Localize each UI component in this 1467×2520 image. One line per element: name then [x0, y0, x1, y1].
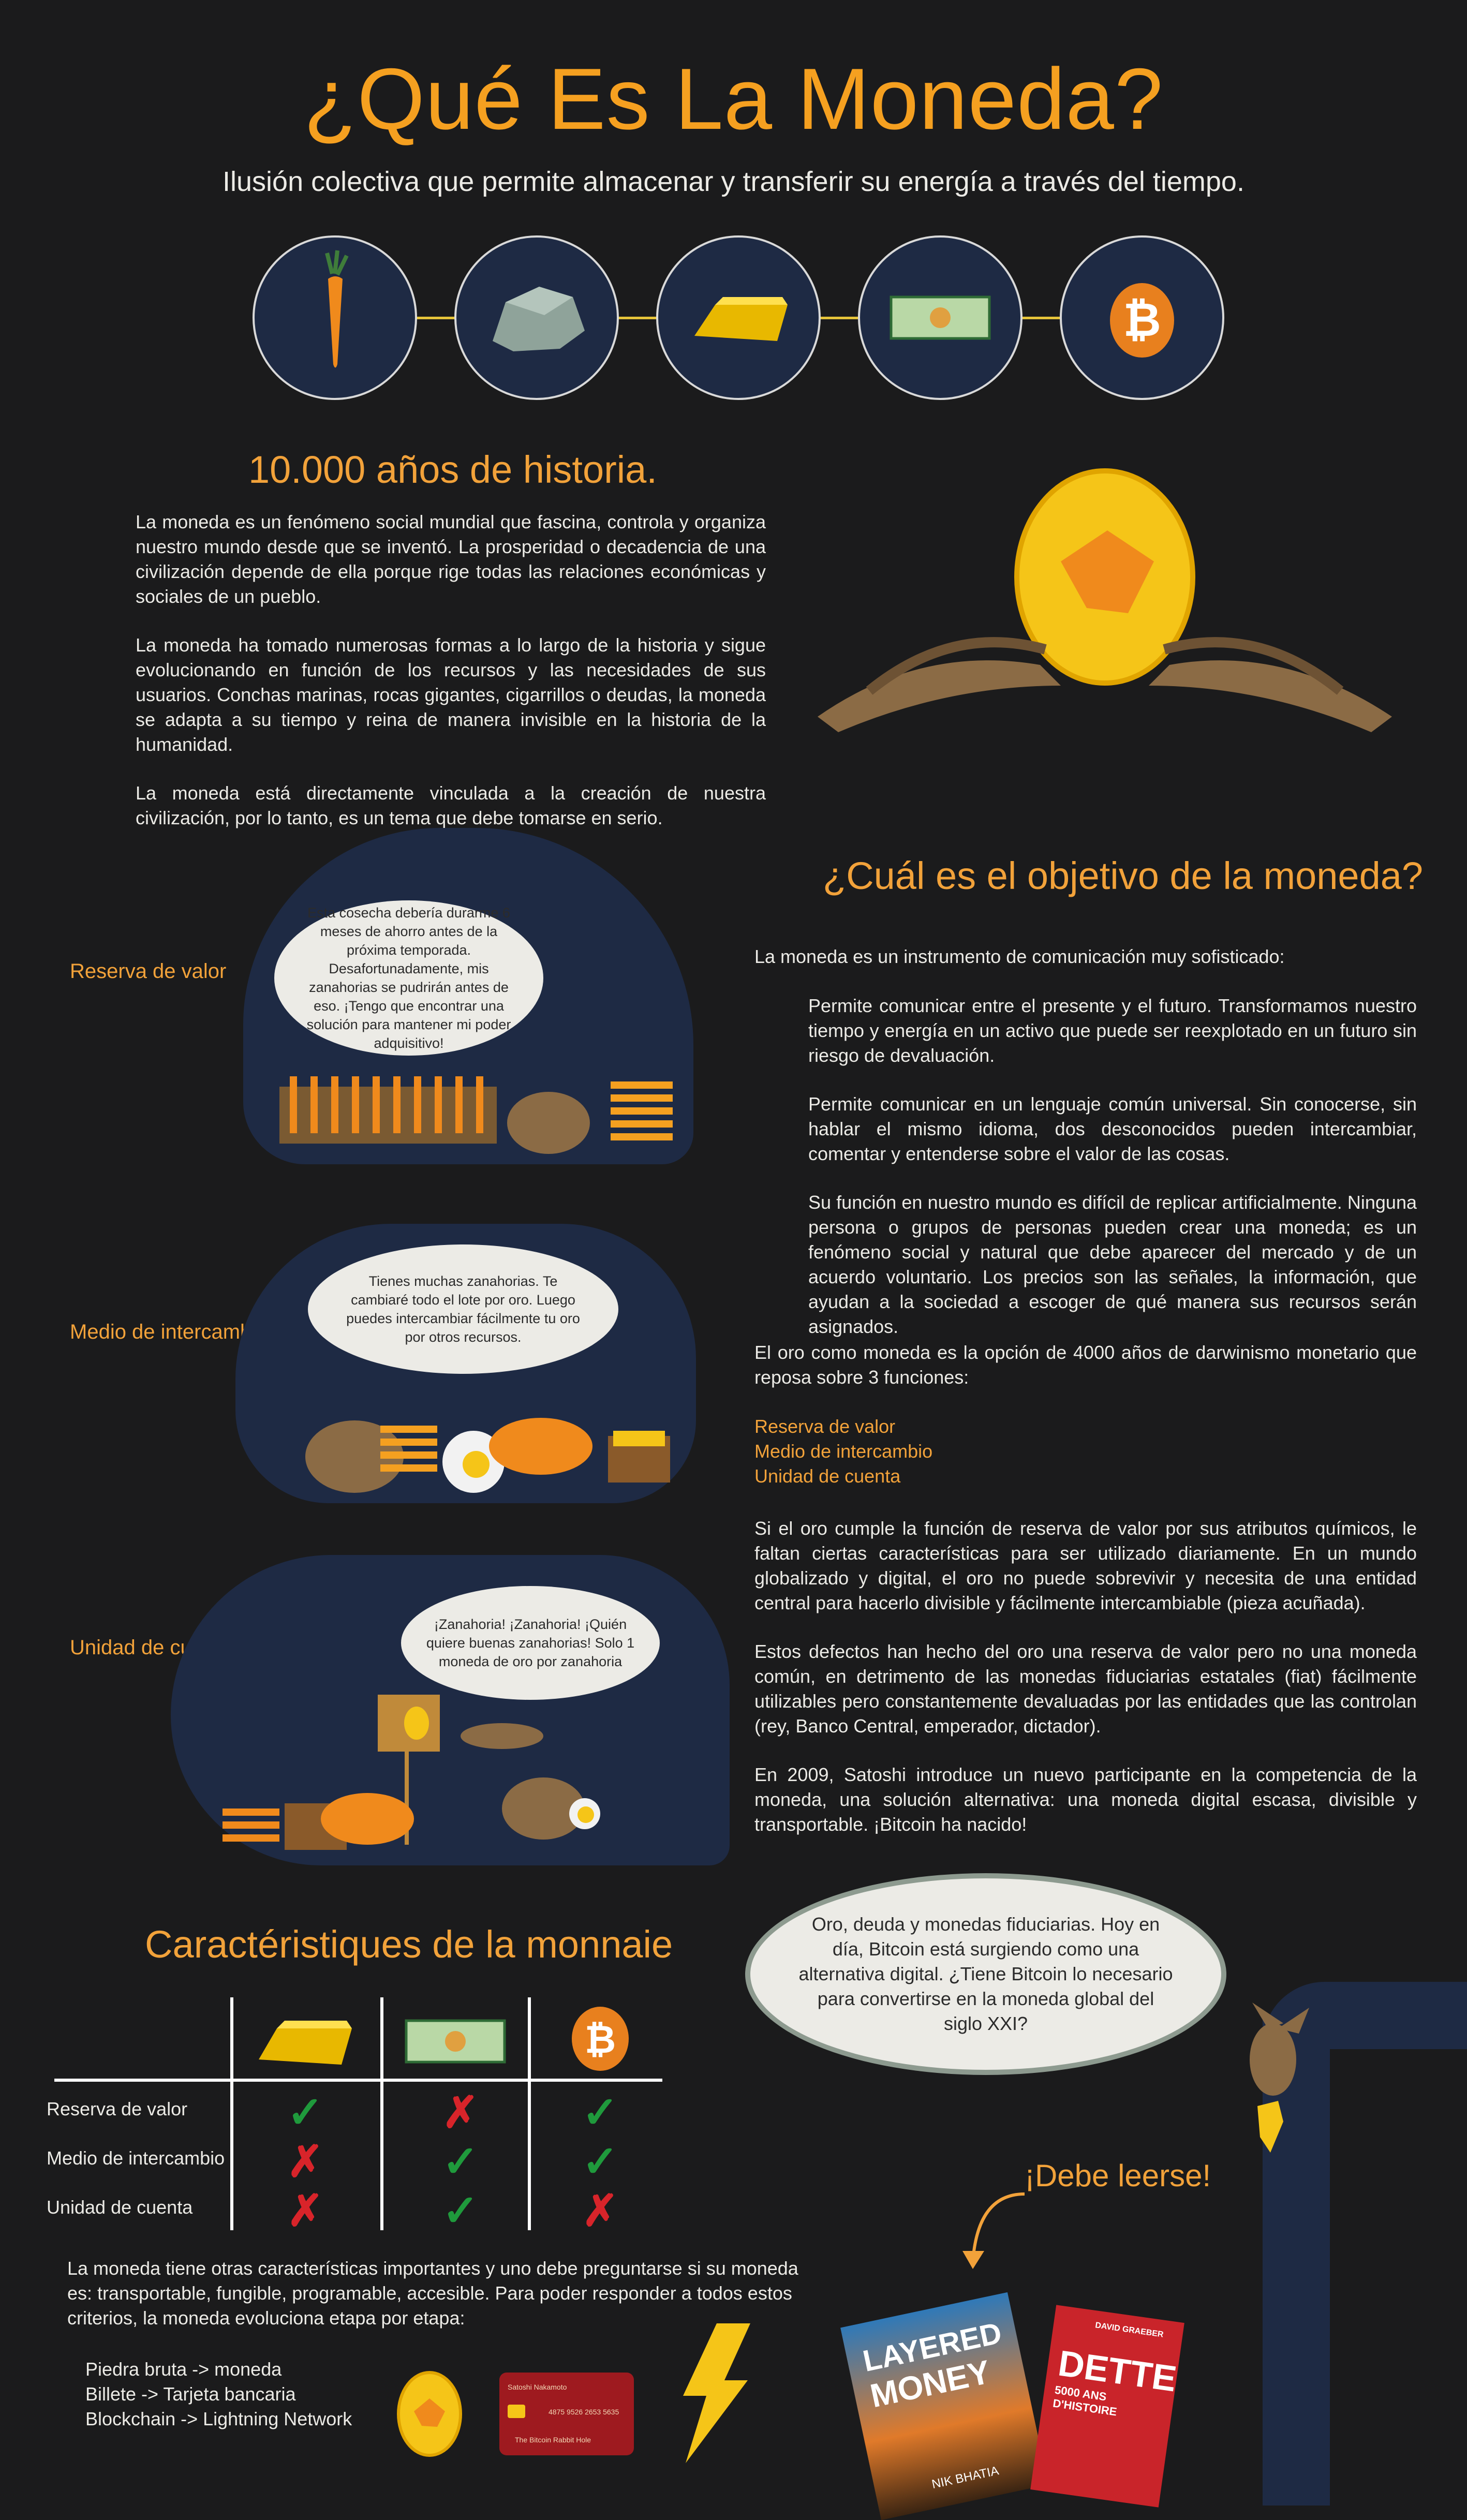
carrot-field-illustration — [279, 1076, 673, 1154]
functions-list: Reserva de valor Medio de intercambio Un… — [754, 1414, 1417, 1489]
market-illustration — [223, 1695, 600, 1850]
timeline-gold — [656, 235, 821, 400]
banknote-icon — [405, 2019, 506, 2064]
objective-point: Su función en nuestro mundo es difícil d… — [808, 1192, 1417, 1337]
card-footer: The Bitcoin Rabbit Hole — [515, 2436, 591, 2444]
bottom-intro: La moneda tiene otras características im… — [67, 2258, 798, 2329]
speech-bubble: Esta cosecha debería durarme 6 meses de … — [274, 900, 543, 1056]
function-item: Medio de intercambio — [754, 1441, 933, 1462]
table-row-label: Unidad de cuenta — [47, 2197, 193, 2218]
table-h-line — [54, 2079, 662, 2082]
timeline-rock — [454, 235, 619, 400]
objective-points: Permite comunicar entre el presente y el… — [808, 994, 1417, 1363]
check-icon: ✓ — [287, 2088, 324, 2137]
banknote-icon — [890, 295, 991, 340]
scene-label-store-of-value: Reserva de valor — [70, 960, 227, 983]
table-v-line — [528, 1997, 531, 2230]
timeline-bitcoin: ₿ — [1060, 235, 1224, 400]
scene-medium-of-exchange: Tienes muchas zanahorias. Te cambiaré to… — [235, 1224, 696, 1503]
table-v-line — [380, 1997, 383, 2230]
gold-text: El oro como moneda es la opción de 4000 … — [754, 1342, 1417, 1388]
timeline-banknote — [858, 235, 1023, 400]
svg-text:₿: ₿ — [585, 2018, 616, 2062]
rabbit-hole-pipe — [1263, 2018, 1330, 2506]
function-item: Unidad de cuenta — [754, 1465, 901, 1487]
scene-label-medium-of-exchange: Medio de intercambio — [70, 1321, 268, 1343]
speech-bubble: ¡Zanahoria! ¡Zanahoria! ¡Quién quiere bu… — [401, 1586, 660, 1700]
reading-heading: ¡Debe leerse! — [1025, 2158, 1211, 2193]
card-holder: Satoshi Nakamoto — [508, 2383, 567, 2391]
gold-bar-icon — [259, 2021, 352, 2065]
timeline: ₿ — [253, 235, 1225, 401]
check-icon: ✓ — [442, 2186, 479, 2235]
evolution-steps: Piedra bruta -> moneda Billete -> Tarjet… — [85, 2357, 352, 2432]
cross-icon: ✗ — [287, 2137, 324, 2186]
check-icon: ✓ — [442, 2137, 479, 2186]
final-speech-bubble: Oro, deuda y monedas fiduciarias. Hoy en… — [745, 1873, 1226, 2075]
closing-paragraph: En 2009, Satoshi introduce un nuevo part… — [754, 1764, 1417, 1835]
check-icon: ✓ — [582, 2137, 619, 2186]
svg-text:₿: ₿ — [1123, 293, 1161, 347]
table-row-label: Reserva de valor — [47, 2098, 188, 2119]
cross-icon: ✗ — [442, 2088, 479, 2137]
book-layered-money: LAYERED MONEY NIK BHATIA — [840, 2292, 1048, 2520]
evolution-step: Billete -> Tarjeta bancaria — [85, 2383, 296, 2405]
speech-bubble: Tienes muchas zanahorias. Te cambiaré to… — [308, 1244, 618, 1374]
cross-icon: ✗ — [287, 2186, 324, 2235]
book-author: NIK BHATIA — [930, 2464, 1000, 2492]
bitcoin-icon: ₿ — [572, 2007, 629, 2071]
characteristics-table: ₿ Reserva de valor Medio de intercambio … — [41, 1997, 673, 2235]
trade-illustration — [305, 1418, 670, 1493]
rabbit-with-coin-illustration — [1250, 2003, 1309, 2153]
scene-store-of-value: Esta cosecha debería durarme 6 meses de … — [243, 828, 693, 1164]
table-v-line — [230, 1997, 233, 2230]
gold-bar-icon — [694, 297, 788, 341]
rock-icon — [493, 287, 585, 351]
objective-point: Permite comunicar en un lenguaje común u… — [808, 1093, 1417, 1164]
evolution-step: Piedra bruta -> moneda — [85, 2359, 282, 2380]
objective-heading: ¿Cuál es el objetivo de la moneda? — [823, 854, 1424, 897]
timeline-carrot — [253, 235, 417, 400]
rabbits-coin-illustration — [818, 468, 1392, 732]
check-icon: ✓ — [582, 2088, 619, 2137]
carrot-icon — [325, 250, 349, 368]
card-chip — [508, 2405, 525, 2418]
history-text: La moneda es un fenómeno social mundial … — [136, 510, 766, 854]
history-paragraph: La moneda es un fenómeno social mundial … — [136, 511, 766, 607]
closing-text: Si el oro cumple la función de reserva d… — [754, 1516, 1417, 1861]
objective-intro: La moneda es un instrumento de comunicac… — [754, 946, 1285, 967]
closing-paragraph: Estos defectos han hecho del oro una res… — [754, 1641, 1417, 1737]
objective-point: Permite comunicar entre el presente y el… — [808, 995, 1417, 1066]
page-title: ¿Qué Es La Moneda? — [303, 50, 1164, 147]
card-number: 4875 9526 2653 5635 — [549, 2408, 619, 2416]
evolution-step: Blockchain -> Lightning Network — [85, 2408, 352, 2429]
bank-card: Satoshi Nakamoto 4875 9526 2653 5635 The… — [499, 2373, 634, 2455]
closing-paragraph: Si el oro cumple la función de reserva d… — [754, 1518, 1417, 1613]
history-paragraph: La moneda ha tomado numerosas formas a l… — [136, 634, 766, 755]
book-author: DAVID GRAEBER — [1094, 2321, 1164, 2339]
characteristics-heading: Caractéristiques de la monnaie — [145, 1923, 673, 1966]
table-row-label: Medio de intercambio — [47, 2147, 225, 2169]
history-heading: 10.000 años de historia. — [248, 448, 657, 491]
cross-icon: ✗ — [582, 2186, 619, 2235]
book-dette: DAVID GRAEBER DETTE 5000 ANS D'HISTOIRE — [1030, 2305, 1184, 2508]
history-paragraph: La moneda está directamente vinculada a … — [136, 782, 766, 828]
arrow-icon — [962, 2192, 1025, 2269]
lightning-icon — [683, 2323, 750, 2463]
bitcoin-icon: ₿ — [1110, 283, 1174, 358]
function-item: Reserva de valor — [754, 1416, 896, 1437]
scene-unit-of-account: ¡Zanahoria! ¡Zanahoria! ¡Quién quiere bu… — [171, 1555, 730, 1865]
gold-coin-icon — [397, 2371, 462, 2457]
page-subtitle: Ilusión colectiva que permite almacenar … — [223, 166, 1244, 197]
